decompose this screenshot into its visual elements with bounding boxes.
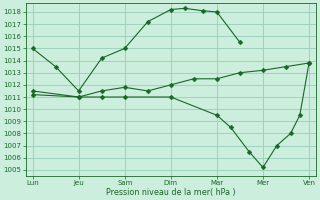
- X-axis label: Pression niveau de la mer( hPa ): Pression niveau de la mer( hPa ): [106, 188, 236, 197]
